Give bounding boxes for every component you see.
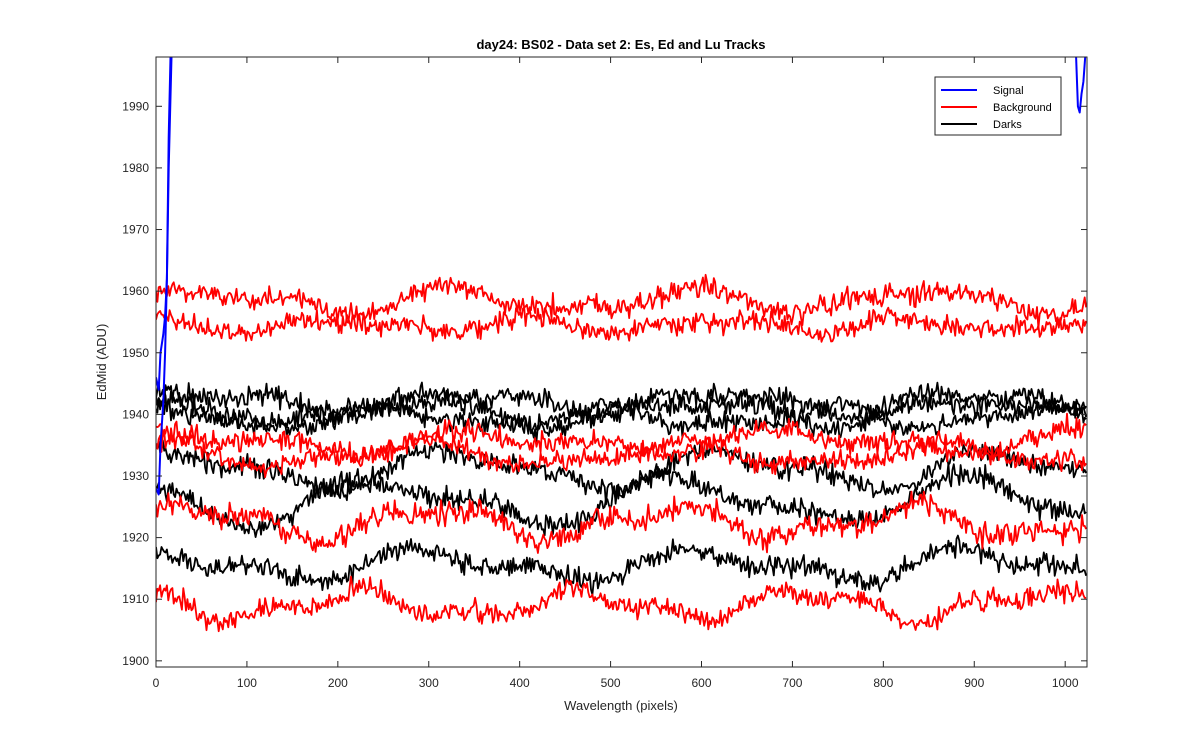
x-tick-label: 100 xyxy=(237,676,257,690)
series-line-background-5 xyxy=(156,412,1087,468)
x-axis: 0 100 200 300 400 500 600 700 800 900 1000 xyxy=(153,57,1079,690)
x-tick-label: 900 xyxy=(964,676,984,690)
x-tick-label: 300 xyxy=(419,676,439,690)
x-axis-label: Wavelength (pixels) xyxy=(564,698,678,713)
y-axis: 1900 1910 1920 1930 1940 1950 1960 1970 1980 1990 xyxy=(122,99,1087,668)
y-tick-label: 1940 xyxy=(122,407,149,421)
series-line-background-7 xyxy=(156,490,1087,554)
series-line-darks-11 xyxy=(156,395,1087,438)
legend-darks-label: Darks xyxy=(993,119,1022,131)
y-tick-label: 1920 xyxy=(122,531,149,545)
x-tick-label: 1000 xyxy=(1052,676,1079,690)
y-axis-label: EdMid (ADU) xyxy=(94,324,109,401)
x-tick-label: 400 xyxy=(510,676,530,690)
plot-frame xyxy=(155,56,1088,668)
y-tick-label: 1970 xyxy=(122,223,149,237)
chart-title: day24: BS02 - Data set 2: Es, Ed and Lu … xyxy=(476,37,765,52)
y-tick-label: 1980 xyxy=(122,161,149,175)
y-tick-label: 1910 xyxy=(122,592,149,606)
x-tick-label: 0 xyxy=(153,676,160,690)
series-line-darks-12 xyxy=(156,439,1087,506)
series-line-background-4 xyxy=(156,306,1087,343)
series-line-background-6 xyxy=(156,428,1087,479)
series-line-darks-10 xyxy=(156,388,1087,443)
series-line-darks-13 xyxy=(156,462,1087,538)
x-tick-label: 500 xyxy=(601,676,621,690)
y-tick-label: 1900 xyxy=(122,654,149,668)
y-tick-label: 1950 xyxy=(122,346,149,360)
series-group xyxy=(156,57,1087,633)
series-line-signal-1 xyxy=(156,57,173,496)
y-tick-label: 1930 xyxy=(122,469,149,483)
series-line-signal-2 xyxy=(1075,57,1087,114)
legend-background-label: Background xyxy=(993,102,1052,114)
legend-signal-label: Signal xyxy=(993,85,1024,97)
series-line-background-3 xyxy=(156,273,1087,330)
plot-area xyxy=(156,57,1087,667)
x-tick-label: 200 xyxy=(328,676,348,690)
x-tick-label: 800 xyxy=(873,676,893,690)
x-tick-label: 700 xyxy=(782,676,802,690)
series-line-background-8 xyxy=(156,575,1087,633)
legend: Signal Background Darks xyxy=(934,76,1062,136)
y-tick-label: 1960 xyxy=(122,284,149,298)
x-tick-label: 600 xyxy=(691,676,711,690)
y-tick-label: 1990 xyxy=(122,99,149,113)
series-line-darks-14 xyxy=(156,534,1087,596)
